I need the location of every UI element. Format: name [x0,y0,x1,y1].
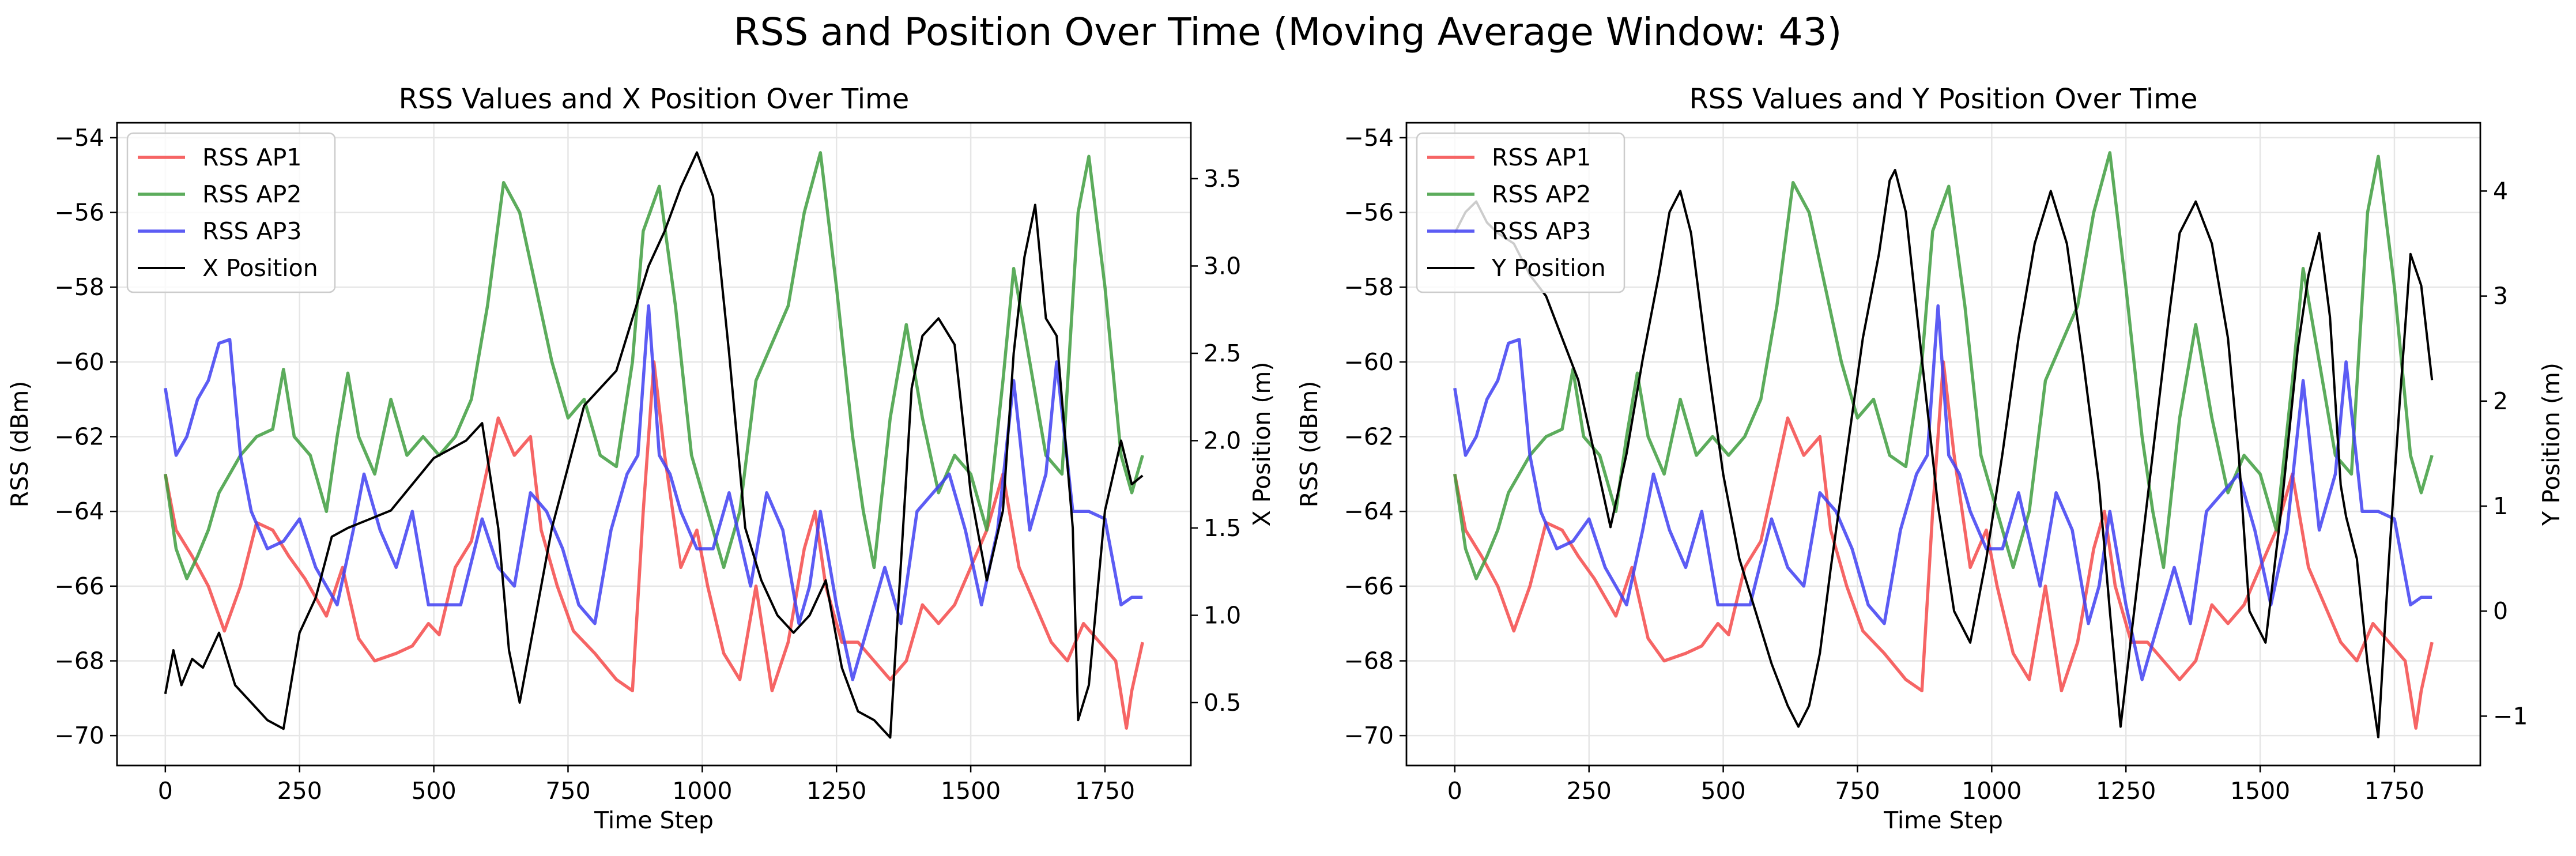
y-tick-label: −54 [1344,124,1394,152]
y-tick-label: −66 [54,572,104,600]
series-line-rss-ap2 [1453,151,2434,580]
chart-title: RSS Values and X Position Over Time [399,83,910,115]
figure-title: RSS and Position Over Time (Moving Avera… [734,10,1842,54]
series-line-rss-ap1 [164,360,1144,730]
y-axis-label: RSS (dBm) [6,381,33,508]
y-axis-label: RSS (dBm) [1295,381,1323,508]
legend: RSS AP1 RSS AP2 RSS AP3 Y Position [1416,132,1625,293]
x-tick-label: 750 [545,777,590,805]
legend-label: RSS AP2 [1492,180,1591,208]
series-line-y-position [1454,169,2434,738]
x-tick-label: 500 [411,777,456,805]
x-tick-label: 500 [1700,777,1745,805]
y2-tick-label: −1 [2493,702,2528,730]
y-tick-label: −56 [54,199,104,227]
x-axis-label: Time Step [594,806,714,834]
x-tick-label: 750 [1835,777,1880,805]
y-tick-label: −60 [54,348,104,376]
y2-tick-label: 1 [2493,492,2508,520]
y2-tick-label: 3.0 [1204,252,1241,280]
series-lines [164,151,1144,739]
plot-frame [116,122,1192,767]
x-tick-label: 1500 [941,777,1001,805]
chart-title: RSS Values and Y Position Over Time [1689,83,2197,115]
x-tick-label: 1750 [1075,777,1135,805]
series-line-x-position [164,151,1144,739]
x-axis-label: Time Step [1883,806,2003,834]
y2-tick-label: 1.0 [1204,601,1241,629]
legend-box [1416,132,1625,293]
x-tick-label: 0 [158,777,173,805]
x-tick-label: 0 [1447,777,1462,805]
y2-axis-label: X Position (m) [1248,362,1276,527]
x-tick-label: 1000 [672,777,732,805]
y-tick-label: −70 [1344,722,1394,749]
y-tick-label: −64 [1344,497,1394,525]
y2-tick-label: 4 [2493,177,2508,205]
y-tick-label: −68 [54,647,104,674]
y2-tick-label: 1.5 [1204,514,1241,542]
y2-tick-label: 3.5 [1204,165,1241,193]
y2-tick-label: 2 [2493,387,2508,415]
y2-tick-label: 3 [2493,282,2508,310]
y-tick-label: −62 [54,423,104,451]
plot-frame [1405,122,2481,767]
series-line-rss-ap3 [164,304,1143,681]
legend-label: RSS AP1 [1492,144,1591,171]
x-tick-label: 250 [1567,777,1612,805]
y-position-panel: 0 250 500 750 1000 1250 1500 1750 −70 −68 −66 −64 −6… [1295,83,2565,834]
y2-tick-label: 0.5 [1204,689,1241,717]
y-tick-label: −62 [1344,423,1394,451]
legend-label: RSS AP1 [202,144,301,171]
x-tick-label: 1500 [2230,777,2290,805]
series-line-rss-ap2 [164,151,1144,580]
y-tick-label: −56 [1344,199,1394,227]
x-tick-label: 1250 [806,777,866,805]
y-tick-label: −58 [1344,273,1394,301]
legend-label: Y Position [1491,254,1606,282]
y2-axis-label: Y Position (m) [2537,363,2565,526]
series-lines [1453,151,2434,738]
y-tick-label: −70 [54,722,104,749]
y-tick-label: −54 [54,124,104,152]
legend-label: RSS AP2 [202,180,301,208]
legend-label: RSS AP3 [202,217,301,245]
legend-box [126,132,336,293]
legend-label: RSS AP3 [1492,217,1591,245]
x-position-panel: 0 250 500 750 1000 1250 1500 1750 −70 −68 −66 −64 −6… [6,83,1276,834]
x-tick-label: 1000 [1962,777,2021,805]
y-tick-label: −68 [1344,647,1394,674]
y-tick-label: −60 [1344,348,1394,376]
y2-tick-label: 2.0 [1204,427,1241,454]
legend-label: X Position [202,254,318,282]
legend: RSS AP1 RSS AP2 RSS AP3 X Position [126,132,336,293]
y-tick-label: −64 [54,497,104,525]
x-tick-label: 250 [277,777,322,805]
y2-tick-label: 2.5 [1204,340,1241,367]
y-tick-label: −66 [1344,572,1394,600]
x-tick-label: 1250 [2096,777,2156,805]
y2-tick-label: 0 [2493,597,2508,625]
y-tick-label: −58 [54,273,104,301]
x-tick-label: 1750 [2364,777,2424,805]
